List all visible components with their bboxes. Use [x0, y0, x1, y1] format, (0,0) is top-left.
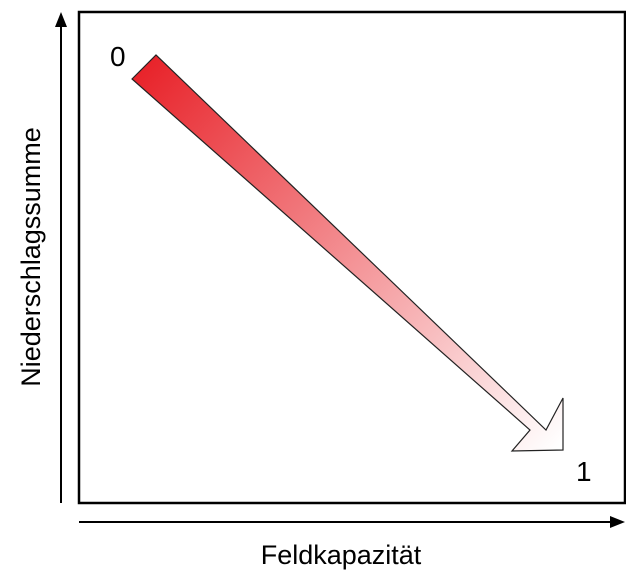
y-axis-arrowhead-icon [55, 12, 67, 27]
y-axis-label: Niederschlagssumme [16, 127, 46, 387]
end-label: 1 [576, 456, 592, 487]
x-axis-label: Feldkapazität [261, 540, 422, 570]
x-axis [79, 516, 625, 528]
y-axis [55, 12, 67, 503]
x-axis-arrowhead-icon [610, 516, 625, 528]
gradient-arrow [131, 54, 564, 452]
start-label: 0 [110, 41, 126, 72]
